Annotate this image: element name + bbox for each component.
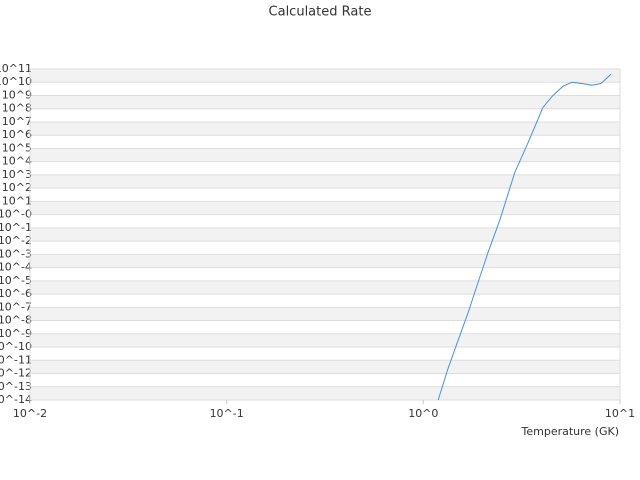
y-tick-label: 10^10 <box>0 75 32 88</box>
grid-band <box>30 95 620 109</box>
y-tick-label: 10^2 <box>2 181 32 194</box>
y-tick-label: 10^11 <box>0 62 32 75</box>
grid-band <box>30 386 620 400</box>
y-tick-label: 10^9 <box>2 88 32 101</box>
y-tick-label: 10^4 <box>2 155 32 168</box>
grid-band <box>30 280 620 295</box>
y-tick-label: 10^3 <box>2 168 32 181</box>
grid-band <box>30 148 620 162</box>
y-tick-label: 10^-14 <box>0 393 32 406</box>
grid-band <box>30 307 620 321</box>
y-tick-label: 10^-9 <box>0 327 32 340</box>
y-tick-label: 10^-13 <box>0 380 32 393</box>
y-tick-label: 10^1 <box>2 194 32 207</box>
y-tick-label: 10^-4 <box>0 261 32 274</box>
grid-band <box>30 121 620 136</box>
line-series <box>437 73 612 401</box>
plot-frame <box>29 68 621 401</box>
y-tick-label: 10^-8 <box>0 314 32 327</box>
y-tick-label: 10^7 <box>2 115 32 128</box>
y-tick-label: 10^-6 <box>0 287 32 300</box>
grid-band <box>30 174 620 189</box>
y-tick-label: 10^-2 <box>0 234 32 247</box>
y-tick-label: 10^-12 <box>0 367 32 380</box>
y-tick-label: 10^-3 <box>0 247 32 260</box>
y-tick-label: 10^8 <box>2 102 32 115</box>
y-tick-label: 10^-1 <box>0 221 32 234</box>
grid-band <box>30 201 620 215</box>
y-tick-label: 10^-5 <box>0 274 32 287</box>
y-tick-label: 10^-10 <box>0 340 32 353</box>
grid-band <box>30 360 620 374</box>
grid-band <box>30 254 620 268</box>
grid-band <box>30 333 620 348</box>
x-tick-label: 10^-2 <box>13 407 47 420</box>
x-tick-label: 10^1 <box>605 407 635 420</box>
y-tick-label: 10^6 <box>2 128 32 141</box>
grid-band <box>30 227 620 242</box>
y-tick-label: 10^-11 <box>0 353 32 366</box>
x-axis-label: Temperature (GK) <box>521 425 620 438</box>
chart-title: Calculated Rate <box>269 5 372 20</box>
y-tick-label: 10^-7 <box>0 300 32 313</box>
y-tick-label: 10^-0 <box>0 208 32 221</box>
x-tick-label: 10^-1 <box>210 407 244 420</box>
x-tick-label: 10^0 <box>408 407 438 420</box>
grid-band <box>30 69 620 83</box>
y-tick-label: 10^5 <box>2 141 32 154</box>
